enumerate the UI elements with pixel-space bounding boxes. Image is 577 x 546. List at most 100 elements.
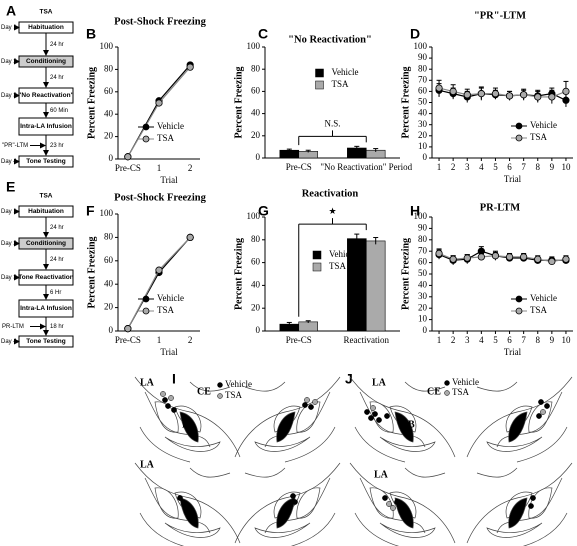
placement-dot xyxy=(370,405,376,411)
y-tick-label: 20 xyxy=(251,302,261,312)
brain-outline xyxy=(528,487,553,519)
legend-label: Vehicle xyxy=(452,377,479,387)
brain-outline xyxy=(522,512,568,546)
region-label: LA xyxy=(374,469,389,480)
interval-label: 24 hr xyxy=(50,75,64,81)
point xyxy=(435,249,443,258)
legend-label: Vehicle xyxy=(157,121,184,131)
region-label: CE xyxy=(197,386,211,397)
point xyxy=(534,93,542,101)
placement-dot xyxy=(181,501,187,507)
point xyxy=(534,255,542,263)
legend-swatch xyxy=(312,262,322,272)
brain-outline xyxy=(234,462,341,544)
interval-label: 60 Min xyxy=(50,108,68,114)
x-tick-label: 5 xyxy=(493,335,498,345)
y-tick-label: 60 xyxy=(418,85,428,95)
brain-outline xyxy=(354,512,400,546)
x-tick-label: 4 xyxy=(479,162,484,172)
legend-swatch xyxy=(312,250,322,260)
y-tick-label: 20 xyxy=(104,302,114,312)
legend-label: Vehicle xyxy=(530,120,557,130)
point xyxy=(155,266,163,274)
placement-dot xyxy=(162,397,168,403)
placement-dot xyxy=(530,495,536,501)
brain-outline xyxy=(466,376,573,458)
y-tick-label: 60 xyxy=(418,257,428,267)
legend-marker xyxy=(515,134,523,142)
chart-title: Post-Shock Freezing xyxy=(114,16,206,27)
brain-outline xyxy=(404,381,446,392)
brain-section xyxy=(466,376,573,463)
day-label: Day 4 xyxy=(1,159,17,165)
day-label: Day 2 xyxy=(1,241,17,247)
x-tick-label: Pre-CS xyxy=(115,335,141,345)
y-tick-label: 20 xyxy=(104,131,114,141)
point xyxy=(186,233,194,241)
x-tick-label: 9 xyxy=(550,162,555,172)
legend-marker xyxy=(142,307,150,315)
brain-outline xyxy=(189,381,231,392)
y-tick-label: 40 xyxy=(418,108,428,118)
placement-dot xyxy=(290,493,296,499)
point xyxy=(520,91,528,99)
flow-box-label: Tone Reactivation xyxy=(18,274,74,281)
chart-title: Reactivation xyxy=(302,188,359,199)
panel-letter: G xyxy=(258,203,269,219)
y-tick-label: 40 xyxy=(251,279,261,289)
bar xyxy=(298,321,318,332)
point xyxy=(477,90,485,98)
annotation: ★ xyxy=(328,206,336,216)
y-tick-label: 60 xyxy=(251,257,261,267)
brain-outline xyxy=(189,467,231,478)
y-axis-label: Percent Freezing xyxy=(86,67,97,139)
legend-dot xyxy=(217,382,223,388)
brain-outline xyxy=(369,401,394,433)
y-tick-label: 40 xyxy=(104,278,114,288)
y-tick-label: 90 xyxy=(418,222,428,232)
flow-box-label: Intra-LA Infusion xyxy=(20,123,72,130)
legend-label: TSA xyxy=(452,387,470,397)
legend-marker xyxy=(515,122,523,130)
y-axis-label: Percent Freezing xyxy=(400,238,411,310)
x-tick-label: 10 xyxy=(561,335,571,345)
y-tick-label: 30 xyxy=(418,119,428,129)
chart-title: PR-LTM xyxy=(480,202,521,213)
y-tick-label: 0 xyxy=(109,153,114,163)
interval-label: 18 hr xyxy=(50,324,64,330)
legend-marker xyxy=(142,123,150,131)
flow-box-label: Tone Testing xyxy=(26,158,66,165)
x-tick-label: 10 xyxy=(561,162,571,172)
y-tick-label: 10 xyxy=(418,141,428,151)
brain-outline xyxy=(486,522,543,538)
placement-dot xyxy=(177,495,183,501)
point xyxy=(463,254,471,262)
flow-box-label: Conditioning xyxy=(26,58,66,65)
placement-dot xyxy=(528,503,534,509)
brain-outline xyxy=(508,497,528,529)
region-label: LA xyxy=(140,459,155,470)
series-line xyxy=(438,252,567,263)
flow-title: TSA xyxy=(40,193,53,200)
region-label: LA xyxy=(372,377,387,388)
placement-dot xyxy=(171,407,177,413)
brain-outline xyxy=(254,436,311,452)
flow-title: TSA xyxy=(40,9,53,16)
flow-box-label: Tone Testing xyxy=(26,338,66,345)
y-tick-label: 100 xyxy=(414,211,428,221)
point xyxy=(449,255,457,263)
x-tick-label: 8 xyxy=(536,335,541,345)
y-tick-label: 100 xyxy=(414,41,428,51)
brain-section xyxy=(234,376,341,463)
y-tick-label: 100 xyxy=(100,41,114,51)
brain-outline xyxy=(394,411,414,443)
y-tick-label: 60 xyxy=(104,255,114,265)
x-tick-label: 2 xyxy=(451,335,456,345)
x-tick-label: 3 xyxy=(465,335,470,345)
point xyxy=(520,253,528,261)
brain-outline xyxy=(154,487,179,519)
placement-dot xyxy=(390,505,396,511)
y-tick-label: 70 xyxy=(418,245,428,255)
point xyxy=(124,153,132,161)
bar xyxy=(365,240,386,332)
